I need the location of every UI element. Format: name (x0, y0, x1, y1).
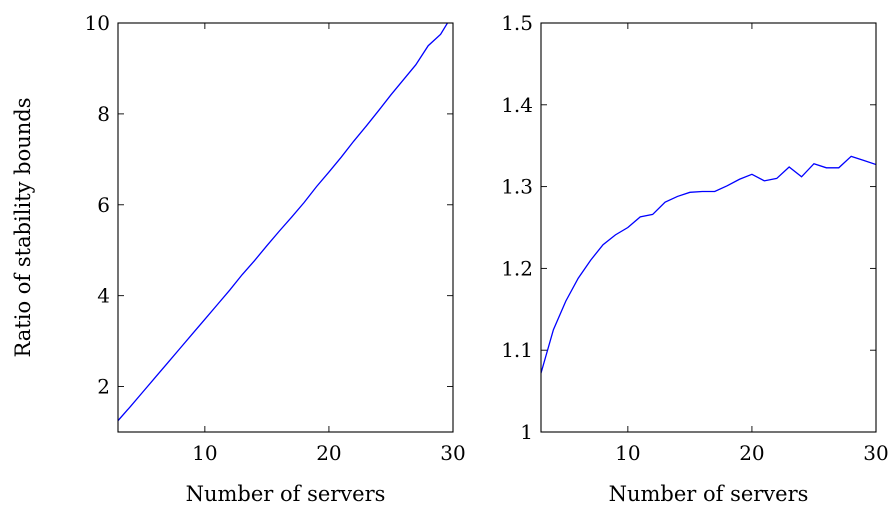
plot-frame (117, 22, 454, 433)
series-line (541, 155, 876, 374)
x-tick-label: 30 (440, 441, 465, 465)
series-line (118, 23, 449, 422)
y-tick-label: 1 (520, 420, 533, 444)
y-tick-label: 4 (97, 284, 110, 308)
x-tick-label: 20 (739, 441, 764, 465)
y-tick-label: 1.4 (501, 93, 533, 117)
x-axis-label: Number of servers (609, 482, 809, 506)
right-chart-panel: 10 20 30 1 1.1 1.2 1.3 1.4 1.5 Number of servers (501, 11, 889, 506)
y-tick-label: 1.2 (501, 256, 533, 280)
y-axis-label: Ratio of stability bounds (11, 97, 35, 357)
x-tick-label: 10 (192, 441, 217, 465)
y-tick-label: 1.1 (501, 338, 533, 362)
y-tick-label: 1.3 (501, 175, 533, 199)
y-tick-label: 8 (97, 102, 110, 126)
y-tick-label: 6 (97, 193, 110, 217)
y-tick-label: 10 (85, 11, 110, 35)
x-axis-label: Number of servers (186, 482, 386, 506)
y-tick-label: 1.5 (501, 11, 533, 35)
x-tick-label: 10 (615, 441, 640, 465)
x-tick-label: 30 (863, 441, 888, 465)
left-chart-panel: 10 20 30 2 4 6 8 10 Number of servers Ratio of st… (11, 11, 466, 506)
plot-frame (540, 22, 877, 433)
x-tick-label: 20 (316, 441, 341, 465)
y-tick-label: 2 (97, 375, 110, 399)
